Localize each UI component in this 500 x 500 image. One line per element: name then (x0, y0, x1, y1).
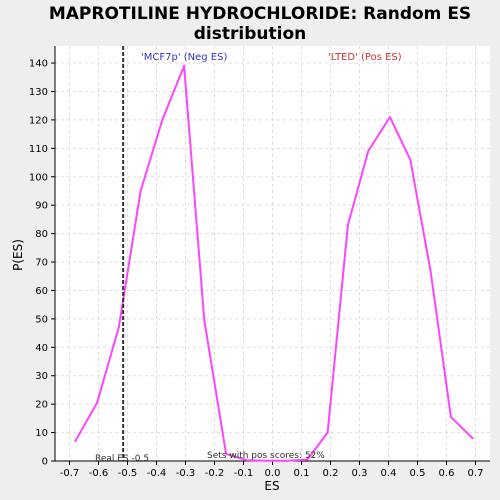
x-tick-label: -0.5 (118, 468, 138, 479)
y-tick-label: 60 (35, 286, 48, 297)
data-point (409, 158, 412, 161)
y-tick-label: 100 (29, 172, 48, 183)
data-point (306, 458, 309, 461)
x-tick-label: 0.1 (294, 468, 310, 479)
data-point (265, 459, 268, 462)
data-point (139, 189, 142, 192)
y-tick-label: 110 (29, 144, 48, 155)
grid (55, 46, 490, 462)
x-tick-label: -0.2 (205, 468, 225, 479)
data-point (183, 64, 186, 67)
x-tick-label: -0.7 (60, 468, 80, 479)
data-point (96, 401, 99, 404)
data-point (367, 150, 370, 153)
y-axis-label: P(ES) (11, 239, 25, 271)
x-tick-label: -0.4 (147, 468, 167, 479)
x-tick-label: 0.3 (352, 468, 368, 479)
x-tick-label: -0.1 (234, 468, 254, 479)
data-point (203, 319, 206, 322)
y-tick-label: 20 (35, 400, 48, 411)
pos-es-label: 'LTED' (Pos ES) (328, 52, 402, 63)
data-point (286, 459, 288, 462)
data-point (245, 459, 248, 462)
sets-pos-label: Sets with pos scores: 52% (207, 451, 325, 461)
data-point (471, 437, 474, 440)
series (74, 64, 474, 462)
plot-area (55, 46, 490, 461)
y-tick-label: 0 (42, 457, 48, 468)
data-point (326, 431, 329, 434)
data-point (161, 118, 164, 121)
real-es-label: Real ES -0.5 (95, 454, 149, 464)
y-tick-label: 30 (35, 371, 48, 382)
data-point (117, 326, 120, 329)
data-point (346, 224, 349, 227)
y-tick-label: 120 (29, 115, 48, 126)
chart-title-line-2: distribution (194, 24, 306, 44)
y-tick-label: 10 (35, 428, 48, 439)
x-tick-label: 0.2 (323, 468, 339, 479)
y-tick-label: 40 (35, 343, 48, 354)
y-tick-label: 70 (35, 258, 48, 269)
x-tick-label: -0.3 (176, 468, 196, 479)
y-tick-label: 90 (35, 201, 48, 212)
chart-title-line-1: MAPROTILINE HYDROCHLORIDE: Random ES (49, 4, 471, 24)
y-tick-label: 50 (35, 314, 48, 325)
neg-es-label: 'MCF7p' (Neg ES) (141, 52, 227, 63)
data-point (225, 452, 228, 455)
data-point (74, 440, 77, 443)
y-tick-label: 130 (29, 87, 48, 98)
data-point (449, 415, 452, 418)
data-point (388, 116, 391, 119)
x-tick-label: -0.6 (89, 468, 109, 479)
x-axis-label: ES (264, 479, 279, 493)
x-tick-label: 0.7 (468, 468, 484, 479)
y-tick-label: 140 (29, 59, 48, 70)
y-tick-label: 80 (35, 229, 48, 240)
series-line (74, 64, 474, 462)
x-tick-label: 0.0 (265, 468, 281, 479)
x-tick-label: 0.4 (381, 468, 397, 479)
data-point (429, 269, 432, 272)
y-axis: 0 10 20 30 40 50 60 70 80 90 100 110 120 130 140 (29, 46, 56, 468)
x-tick-label: 0.6 (439, 468, 455, 479)
x-tick-label: 0.5 (410, 468, 426, 479)
